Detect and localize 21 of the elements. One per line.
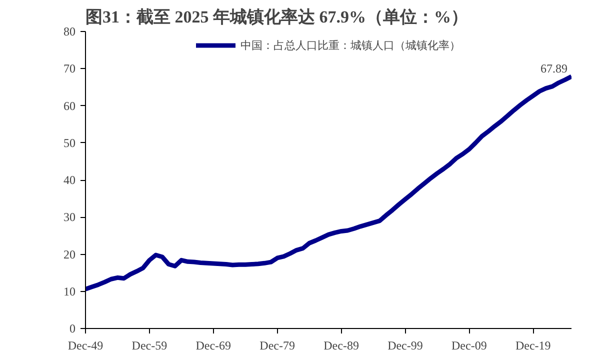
annotation: 67.89 bbox=[540, 61, 568, 76]
legend-label: 中国：占总人口比重：城镇人口（城镇化率） bbox=[240, 38, 460, 52]
y-tick-label: 40 bbox=[64, 173, 76, 187]
x-tick-label: Dec-79 bbox=[260, 338, 296, 352]
y-tick-label: 60 bbox=[64, 98, 76, 113]
line-series bbox=[86, 74, 572, 292]
y-tick-label: 20 bbox=[64, 247, 76, 262]
x-tick-label: Dec-19 bbox=[515, 338, 551, 352]
y-tick-label: 10 bbox=[64, 284, 76, 298]
y-tick-label: 0 bbox=[70, 322, 76, 336]
x-tick-label: Dec-09 bbox=[452, 338, 487, 352]
y-tick-label: 50 bbox=[64, 136, 76, 150]
x-tick-label: Dec-69 bbox=[196, 338, 232, 352]
y-tick-label: 80 bbox=[64, 24, 76, 38]
y-tick-label: 30 bbox=[64, 210, 76, 224]
x-tick-label: Dec-59 bbox=[132, 338, 168, 352]
x-tick-label: Dec-89 bbox=[324, 338, 359, 352]
chart-title: 图31：截至 2025 年城镇化率达 67.9%（单位：%） bbox=[86, 8, 468, 26]
y-tick-label: 70 bbox=[64, 62, 76, 76]
x-tick-label: Dec-49 bbox=[68, 338, 104, 352]
x-tick-label: Dec-99 bbox=[388, 338, 423, 352]
